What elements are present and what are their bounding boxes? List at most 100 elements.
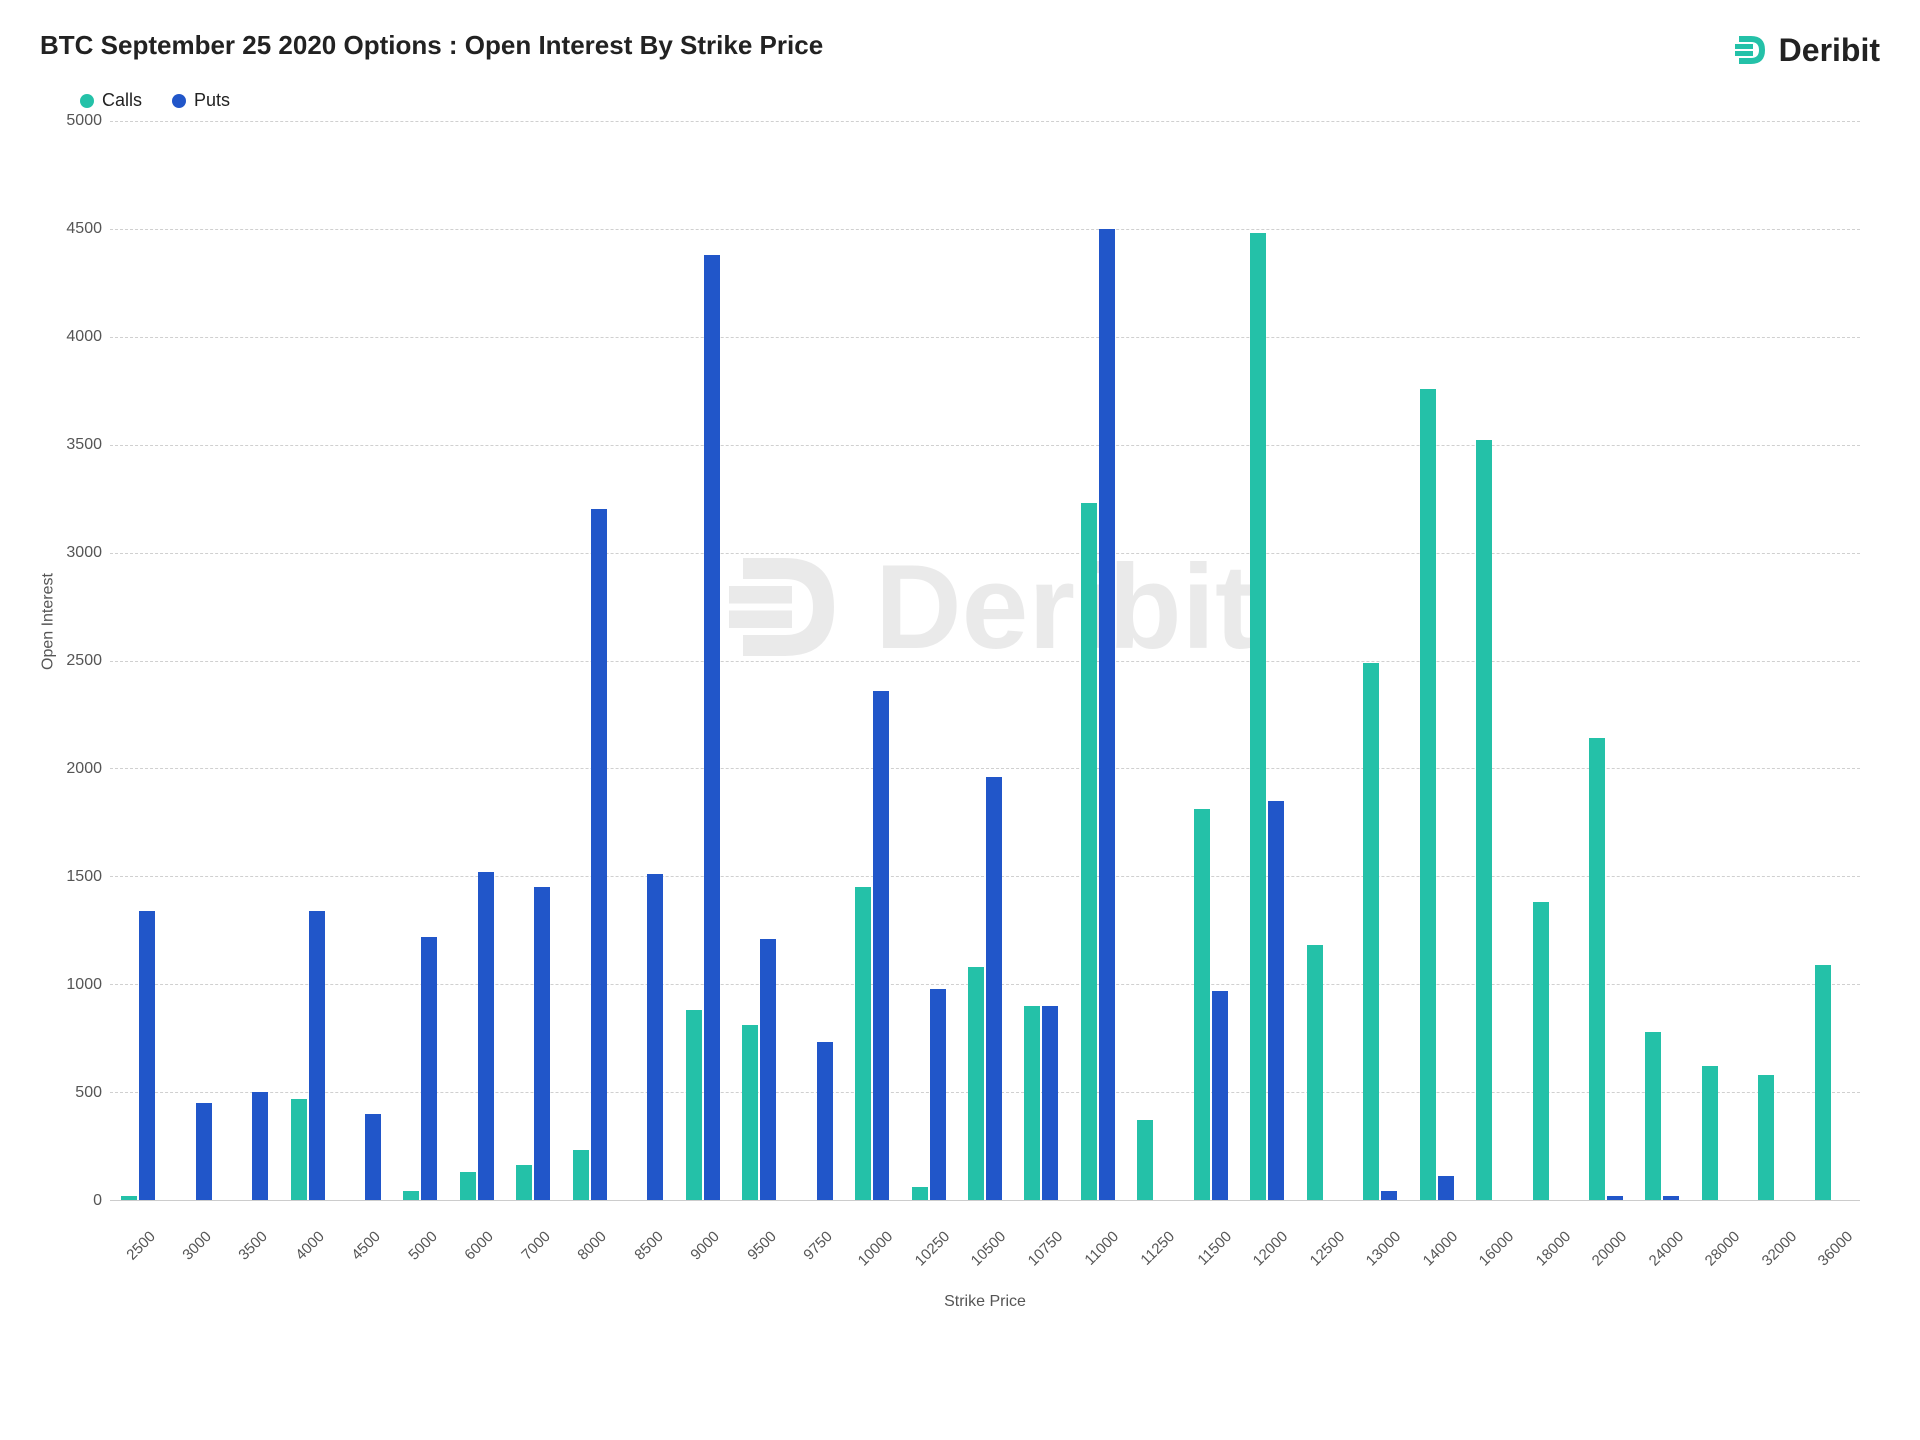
bar-puts [873, 691, 889, 1200]
bar-group [1408, 121, 1464, 1200]
y-tick: 2000 [66, 760, 102, 778]
bar-group [618, 121, 674, 1200]
bar-calls [403, 1191, 419, 1200]
x-tick: 16000 [1465, 1201, 1521, 1301]
bar-calls [968, 967, 984, 1200]
x-tick: 20000 [1578, 1201, 1634, 1301]
legend-item-puts: Puts [172, 90, 230, 111]
bar-calls [460, 1172, 476, 1200]
bar-group [1578, 121, 1634, 1200]
bar-calls [1081, 503, 1097, 1200]
legend-label-calls: Calls [102, 90, 142, 111]
bar-calls [912, 1187, 928, 1200]
bar-puts [930, 989, 946, 1200]
bar-calls [1307, 945, 1323, 1200]
x-tick: 9500 [731, 1201, 787, 1301]
x-tick: 9750 [787, 1201, 843, 1301]
y-tick: 3000 [66, 544, 102, 562]
x-tick: 24000 [1634, 1201, 1690, 1301]
bar-calls [1194, 809, 1210, 1200]
chart-area: Open Interest 05001000150020002500300035… [40, 121, 1880, 1301]
y-tick: 500 [75, 1084, 102, 1102]
bar-group [731, 121, 787, 1200]
bar-calls [1533, 902, 1549, 1200]
x-tick: 3000 [166, 1201, 222, 1301]
bar-group [1521, 121, 1577, 1200]
deribit-icon [1731, 30, 1771, 70]
bar-group [166, 121, 222, 1200]
x-tick: 10500 [957, 1201, 1013, 1301]
bar-group [1634, 121, 1690, 1200]
y-axis: Open Interest 05001000150020002500300035… [40, 121, 110, 1201]
bar-calls [855, 887, 871, 1200]
x-axis: 2500300035004000450050006000700080008500… [110, 1201, 1860, 1301]
bars-container [110, 121, 1860, 1200]
brand-name: Deribit [1779, 32, 1880, 69]
bar-group [844, 121, 900, 1200]
bar-puts [1212, 991, 1228, 1200]
chart-legend: Calls Puts [80, 90, 1880, 111]
bar-puts [196, 1103, 212, 1200]
bar-group [1183, 121, 1239, 1200]
bar-puts [365, 1114, 381, 1200]
x-tick: 7000 [505, 1201, 561, 1301]
bar-group [1747, 121, 1803, 1200]
x-axis-label: Strike Price [944, 1293, 1026, 1311]
legend-item-calls: Calls [80, 90, 142, 111]
bar-puts [1438, 1176, 1454, 1200]
bar-calls [1645, 1032, 1661, 1200]
y-tick: 1500 [66, 868, 102, 886]
y-tick: 2500 [66, 652, 102, 670]
bar-group [1239, 121, 1295, 1200]
x-tick: 10000 [844, 1201, 900, 1301]
bar-calls [573, 1150, 589, 1200]
bar-group [1013, 121, 1069, 1200]
bar-calls [1137, 1120, 1153, 1200]
bar-calls [1363, 663, 1379, 1200]
x-tick: 2500 [110, 1201, 166, 1301]
bar-group [505, 121, 561, 1200]
bar-group [957, 121, 1013, 1200]
bar-calls [1476, 440, 1492, 1200]
bar-group [1126, 121, 1182, 1200]
bar-puts [421, 937, 437, 1200]
x-tick: 8000 [562, 1201, 618, 1301]
x-tick: 14000 [1408, 1201, 1464, 1301]
y-tick: 0 [93, 1192, 102, 1210]
bar-puts [1663, 1196, 1679, 1200]
bar-puts [986, 777, 1002, 1200]
bar-group [392, 121, 448, 1200]
bar-calls [1250, 233, 1266, 1200]
y-tick: 4000 [66, 328, 102, 346]
bar-calls [1589, 738, 1605, 1200]
x-tick: 12000 [1239, 1201, 1295, 1301]
bar-group [223, 121, 279, 1200]
x-tick: 11000 [1070, 1201, 1126, 1301]
bar-group [110, 121, 166, 1200]
bar-calls [1024, 1006, 1040, 1200]
legend-dot-puts [172, 94, 186, 108]
bar-puts [1607, 1196, 1623, 1200]
x-tick: 18000 [1521, 1201, 1577, 1301]
bar-group [1691, 121, 1747, 1200]
bar-puts [252, 1092, 268, 1200]
legend-label-puts: Puts [194, 90, 230, 111]
bar-calls [1702, 1066, 1718, 1200]
x-tick: 28000 [1691, 1201, 1747, 1301]
plot-area: Deribit [110, 121, 1860, 1201]
bar-group [336, 121, 392, 1200]
legend-dot-calls [80, 94, 94, 108]
bar-puts [1099, 229, 1115, 1200]
x-tick: 10750 [1013, 1201, 1069, 1301]
bar-group [1465, 121, 1521, 1200]
x-tick: 11500 [1183, 1201, 1239, 1301]
bar-puts [817, 1042, 833, 1200]
bar-group [1352, 121, 1408, 1200]
bar-calls [1815, 965, 1831, 1200]
bar-puts [139, 911, 155, 1200]
bar-group [1070, 121, 1126, 1200]
x-tick: 13000 [1352, 1201, 1408, 1301]
bar-group [787, 121, 843, 1200]
bar-group [279, 121, 335, 1200]
bar-group [562, 121, 618, 1200]
